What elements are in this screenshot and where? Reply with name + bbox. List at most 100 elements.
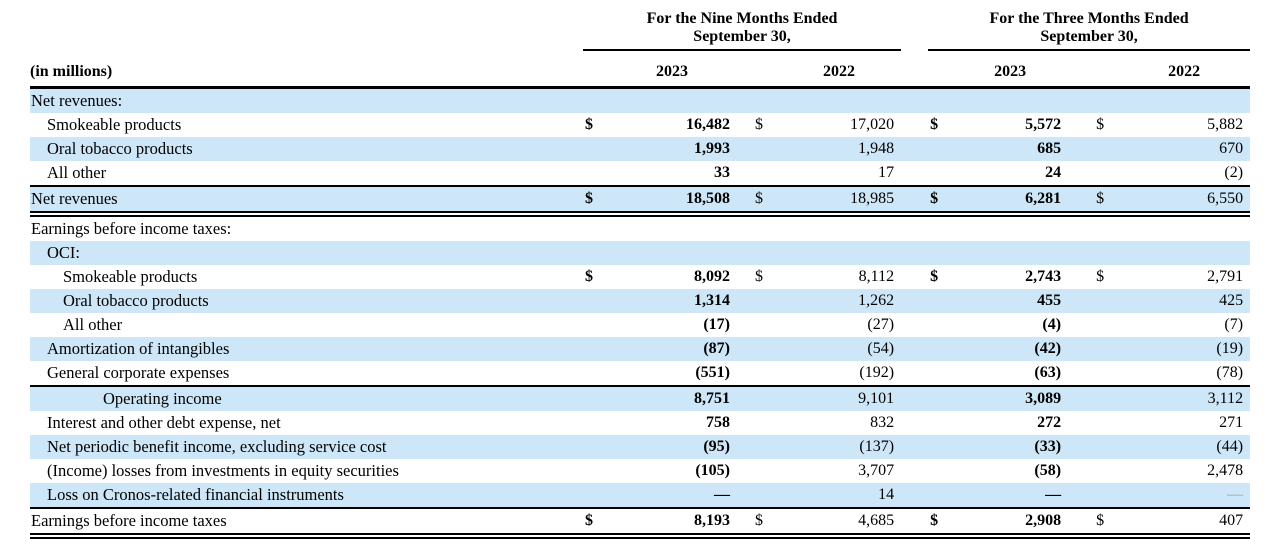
row-oral-tobacco-products: Oral tobacco products 1,993 1,948 685 670 — [30, 137, 1251, 161]
value-cell: 4,685 — [777, 508, 902, 539]
year-nine-months-2023: 2023 — [607, 50, 737, 89]
dollar-sign — [928, 459, 952, 483]
dollar-sign: $ — [928, 508, 953, 539]
dollar-sign — [753, 435, 777, 459]
column-spacer — [1068, 435, 1095, 459]
value-cell: (2) — [1224, 164, 1244, 181]
dollar-sign — [1094, 386, 1119, 411]
value-cell: (192) — [777, 361, 902, 387]
dollar-sign — [1094, 161, 1118, 186]
value-cell: (42) — [952, 337, 1069, 361]
dollar-sign: $ — [930, 116, 939, 133]
value-cell: (551) — [607, 361, 737, 387]
column-spacer — [1068, 161, 1094, 186]
column-spacer — [1068, 483, 1095, 509]
dollar-sign — [928, 313, 952, 337]
value-cell: — — [952, 483, 1069, 509]
dollar-sign — [928, 411, 952, 435]
column-spacer — [737, 411, 753, 435]
dollar-sign — [753, 214, 777, 241]
nine-months-title-line1: For the Nine Months Ended — [646, 10, 838, 27]
column-spacer — [737, 435, 753, 459]
row-label: Earnings before income taxes: — [31, 219, 232, 238]
dollar-sign — [1094, 483, 1119, 509]
row-label: Smokeable products — [47, 115, 182, 134]
column-spacer — [737, 185, 753, 217]
value-cell: (17) — [703, 316, 730, 333]
row-oci-smokeable: Smokeable products $8,092 $8,112 $2,743 $2,7… — [30, 265, 1250, 289]
dollar-sign: $ — [1096, 268, 1105, 285]
year-three-months-2023: 2023 — [952, 50, 1069, 89]
row-label: Smokeable products — [63, 267, 198, 286]
value-cell: 1,948 — [777, 137, 902, 161]
value-cell: 1,262 — [777, 289, 902, 313]
dollar-sign — [753, 361, 777, 387]
value-cell: 33 — [714, 164, 730, 181]
dollar-sign — [753, 137, 777, 161]
dollar-sign — [928, 361, 953, 387]
dollar-sign — [928, 435, 953, 459]
row-oci-oral-tobacco: Oral tobacco products 1,314 1,262 455 425 — [30, 289, 1251, 313]
column-spacer — [1068, 459, 1094, 483]
dollar-sign: $ — [930, 268, 939, 285]
three-months-title-line2: September 30, — [1040, 28, 1138, 45]
column-spacer — [901, 185, 929, 217]
row-operating-income: Operating income 8,751 9,101 3,089 3,112 — [30, 386, 1251, 411]
row-net-revenues-section: Net revenues: — [30, 87, 1251, 113]
column-spacer — [901, 241, 929, 265]
dollar-sign — [753, 87, 777, 113]
column-spacer — [901, 313, 928, 337]
row-earnings-section: Earnings before income taxes: — [30, 214, 1250, 241]
value-cell: 24 — [1045, 164, 1062, 181]
column-spacer — [737, 361, 753, 387]
value-cell — [952, 241, 1069, 265]
column-spacer — [901, 289, 929, 313]
value-cell — [607, 214, 737, 241]
value-cell: 18,508 — [607, 185, 737, 217]
value-cell — [607, 241, 737, 265]
column-spacer — [1068, 87, 1095, 113]
value-cell: (54) — [777, 337, 902, 361]
column-spacer — [1068, 185, 1095, 217]
header-spacer — [737, 50, 753, 89]
dollar-sign: $ — [585, 268, 593, 285]
column-spacer — [901, 113, 928, 137]
column-spacer — [901, 137, 929, 161]
dollar-sign — [583, 386, 607, 411]
dollar-sign — [928, 214, 952, 241]
unit-label: (in millions) — [30, 50, 583, 89]
column-spacer — [901, 411, 928, 435]
dollar-sign — [1094, 411, 1118, 435]
row-net-periodic-benefit: Net periodic benefit income, excluding s… — [30, 435, 1251, 459]
row-label: Interest and other debt expense, net — [47, 413, 281, 432]
column-spacer — [901, 459, 928, 483]
dollar-sign — [753, 483, 777, 509]
column-spacer — [1068, 313, 1094, 337]
dollar-sign — [1094, 459, 1118, 483]
column-spacer — [737, 508, 753, 539]
dollar-sign — [1094, 241, 1119, 265]
group-gap-spacer — [901, 8, 928, 50]
header-spacer — [901, 50, 929, 89]
dollar-sign — [753, 161, 777, 186]
year-three-months-2022: 2022 — [1118, 50, 1251, 89]
column-spacer — [737, 87, 753, 113]
column-spacer — [737, 313, 753, 337]
column-spacer — [1068, 508, 1095, 539]
dollar-sign — [753, 241, 777, 265]
dollar-sign — [928, 337, 953, 361]
value-cell: 2,791 — [1207, 268, 1244, 285]
column-spacer — [1068, 265, 1094, 289]
dollar-sign: $ — [1094, 185, 1119, 217]
dollar-sign — [1094, 289, 1119, 313]
dollar-sign: $ — [753, 508, 777, 539]
row-label: Net revenues: — [30, 87, 583, 113]
value-cell: 8,193 — [607, 508, 737, 539]
column-spacer — [1068, 337, 1095, 361]
dollar-sign — [928, 483, 953, 509]
value-cell: (4) — [1042, 316, 1062, 333]
value-cell: 2,743 — [1025, 268, 1062, 285]
row-label: Loss on Cronos-related financial instrum… — [30, 483, 583, 509]
row-net-revenues-total: Net revenues $18,508 $18,985 $6,281 $6,550 — [30, 185, 1251, 217]
